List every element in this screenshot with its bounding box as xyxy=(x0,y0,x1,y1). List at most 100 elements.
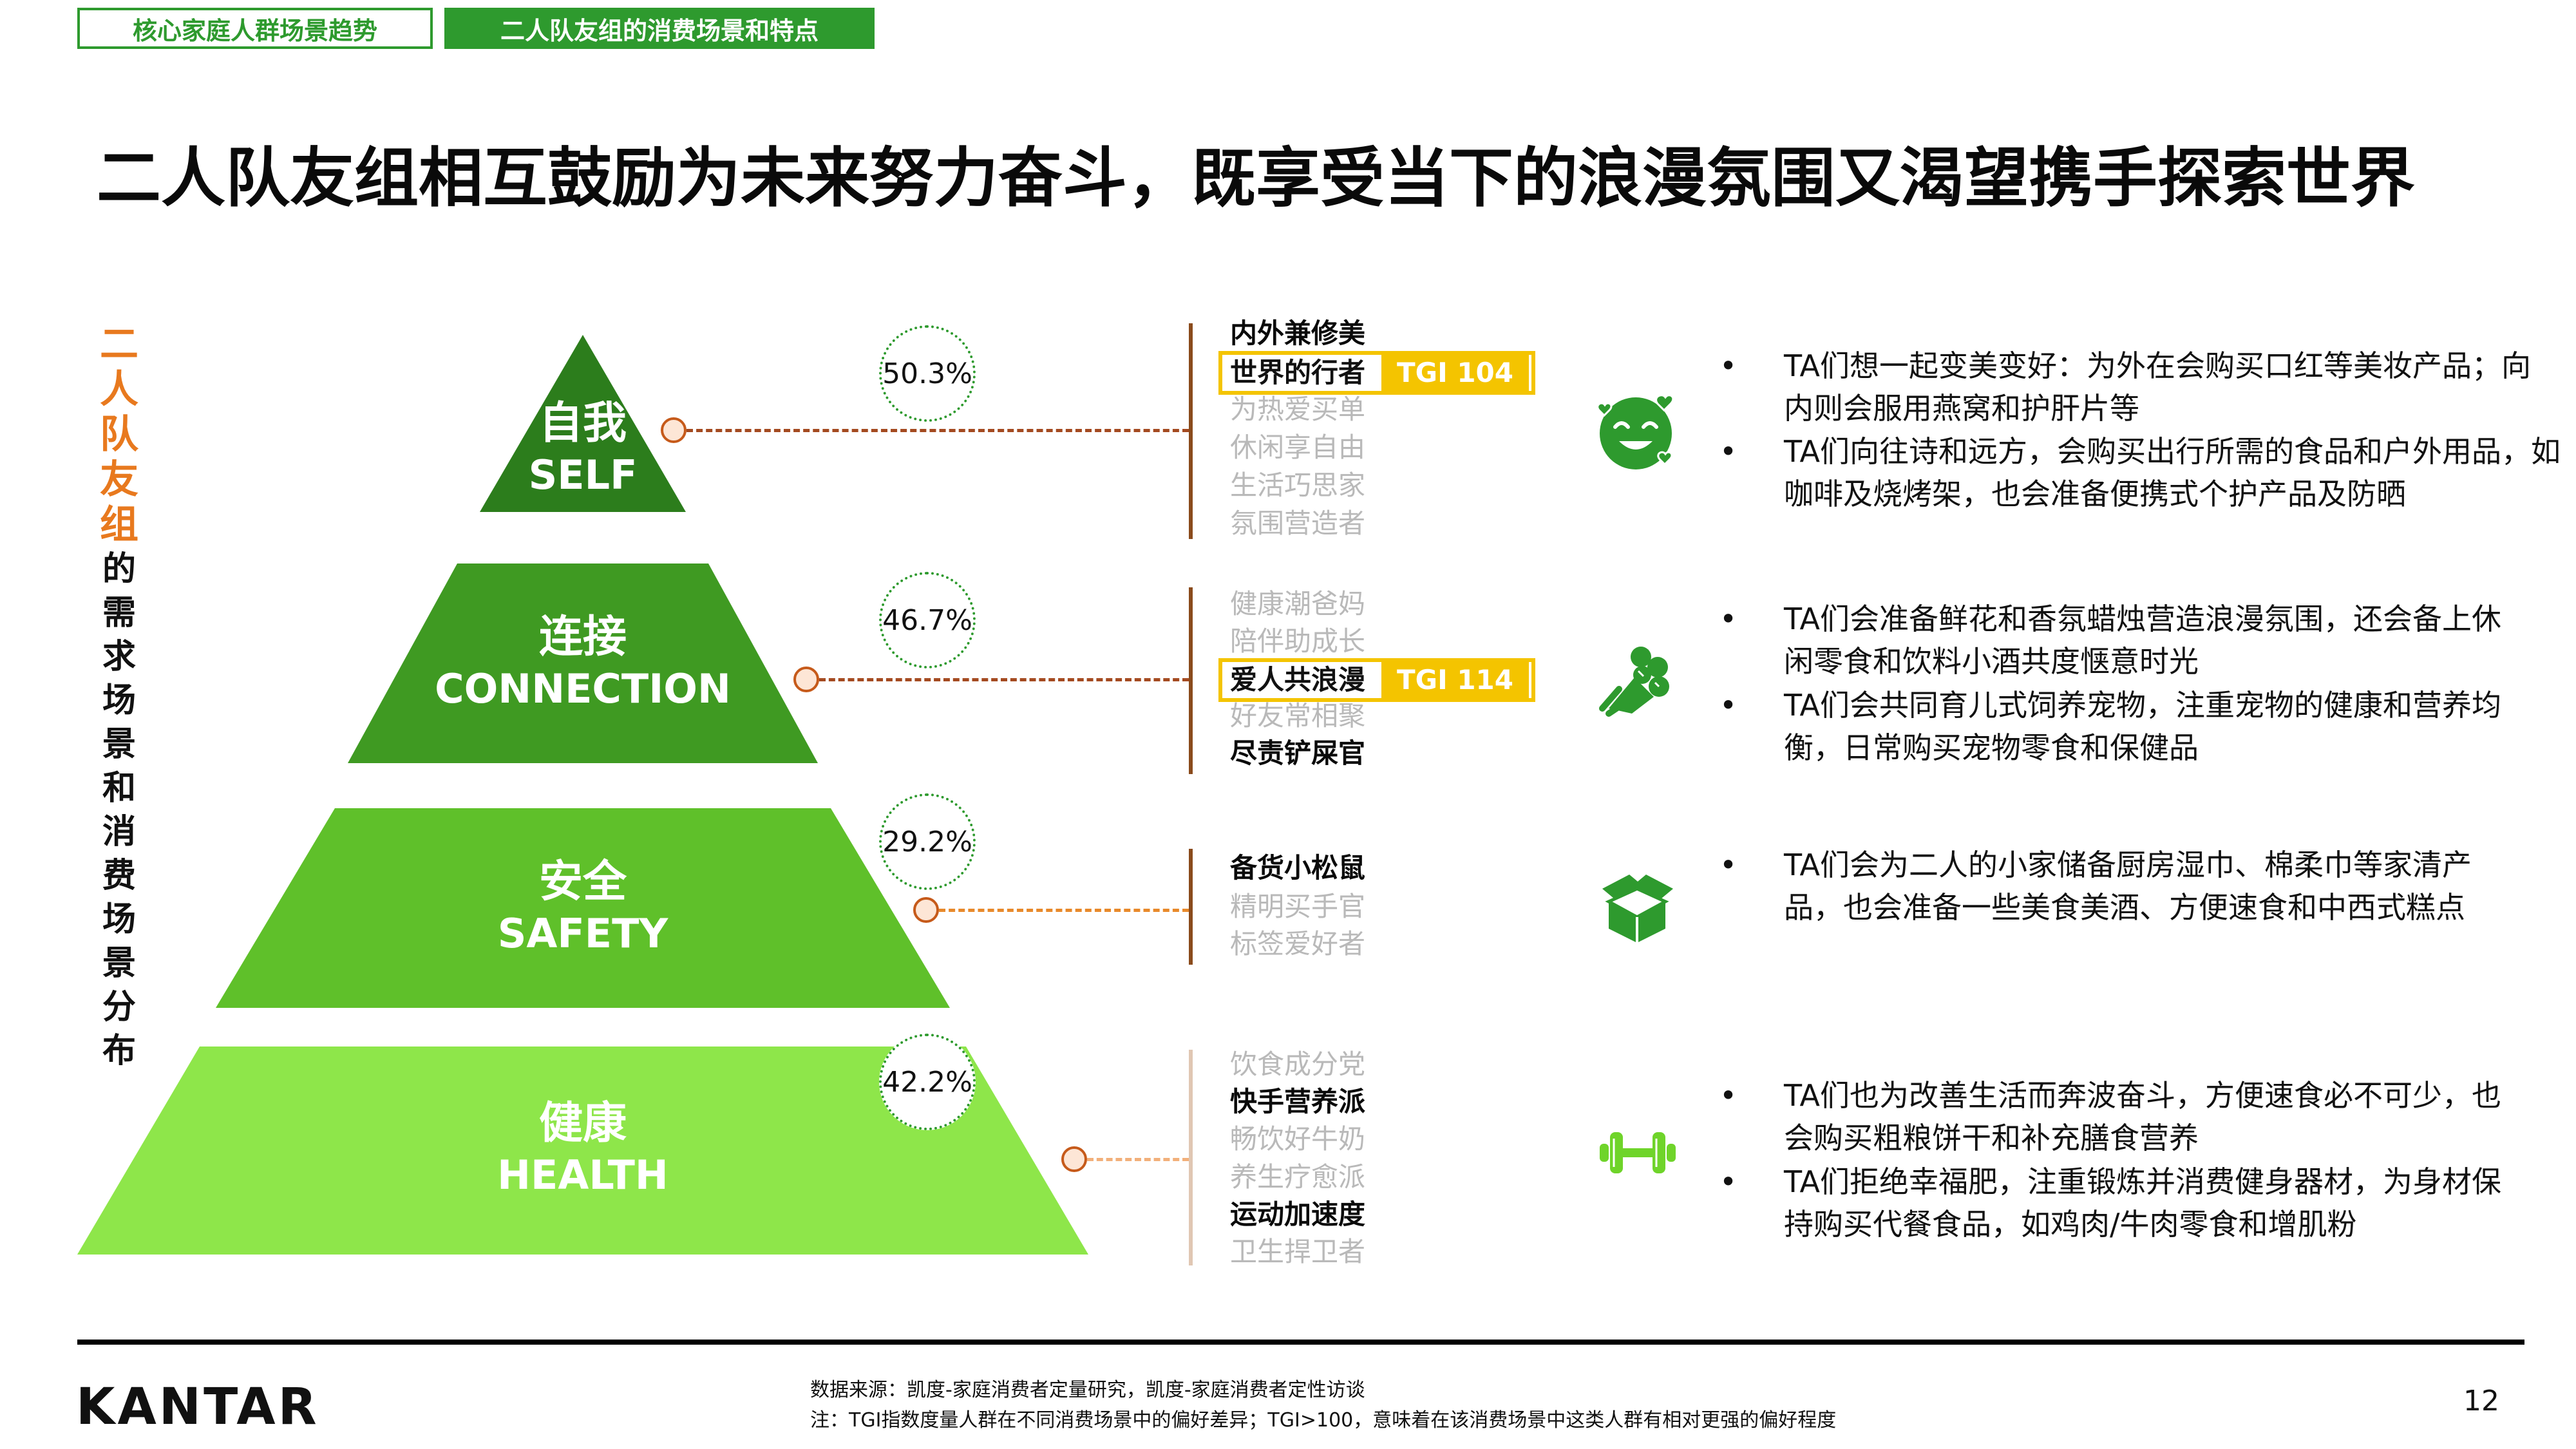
vertical-side-label: 二 人 队 友 组 的 需 求 场 景 和 消 费 场 景 分 布 xyxy=(97,322,142,1073)
scene-bracket xyxy=(1189,323,1193,539)
flower-bouquet-icon xyxy=(1599,647,1669,717)
scene-item: 精明买手官 xyxy=(1230,891,1366,922)
bullet-dot: • xyxy=(1719,434,1738,469)
bullet-text: TA们想一起变美变好：为外在会购买口红等美妆产品；向内则会服用燕窝和护肝片等 xyxy=(1784,348,2531,426)
logo-text: KANTAR xyxy=(76,1378,319,1436)
vertical-label-char: 场 xyxy=(102,681,136,720)
bullet-item: • TA们会为二人的小家储备厨房湿巾、棉柔巾等家清产品，也会准备一些美食美酒、方… xyxy=(1719,844,2512,929)
bullet-item: • TA们会准备鲜花和香氛蜡烛营造浪漫氛围，还会备上休闲零食和饮料小酒共度惬意时… xyxy=(1719,598,2512,683)
tier-label-health: 健康 HEALTH xyxy=(390,1098,776,1201)
percent-badge-self: 50.3% xyxy=(879,325,976,422)
vertical-label-char: 的 xyxy=(102,550,136,589)
tier-name-en: SELF xyxy=(528,451,638,498)
bullet-text: TA们会为二人的小家储备厨房湿巾、棉柔巾等家清产品，也会准备一些美食美酒、方便速… xyxy=(1784,848,2472,925)
vertical-label-char: 分 xyxy=(102,988,136,1027)
scene-item: 为热爱买单 xyxy=(1230,393,1366,425)
vertical-label-char: 消 xyxy=(102,813,136,851)
bullet-dot: • xyxy=(1719,1164,1738,1199)
connector-dot xyxy=(793,667,819,692)
scene-item: 陪伴助成长 xyxy=(1230,625,1366,657)
pyramid-tier-safety xyxy=(216,808,950,1008)
scene-item: 饮食成分党 xyxy=(1230,1048,1366,1080)
pyramid-tier-health xyxy=(77,1046,1088,1255)
breadcrumb-tab-duo-scenes[interactable]: 二人队友组的消费场景和特点 xyxy=(444,8,875,49)
vertical-label-char: 友 xyxy=(100,457,138,502)
vertical-label-char: 费 xyxy=(102,857,136,895)
bullet-dot: • xyxy=(1719,348,1738,383)
vertical-label-char: 需 xyxy=(102,594,136,632)
tier-name-cn: 安全 xyxy=(538,857,627,907)
scene-item: 内外兼修美 xyxy=(1230,317,1366,349)
bullet-item: • TA们向往诗和远方，会购买出行所需的食品和户外用品，如咖啡及烧烤架，也会准备… xyxy=(1719,430,2563,515)
bullet-dot: • xyxy=(1719,848,1738,882)
connector-dot xyxy=(913,897,939,923)
vertical-label-char: 景 xyxy=(102,944,136,983)
scene-item: 健康潮爸妈 xyxy=(1230,588,1366,620)
connector-dot xyxy=(661,417,687,443)
connector-line xyxy=(687,429,1189,432)
tier-name-cn: 健康 xyxy=(538,1098,627,1149)
scene-item-highlighted: 爱人共浪漫 TGI 114 xyxy=(1218,658,1535,702)
bullet-text: TA们拒绝幸福肥，注重锻炼并消费健身器材，为身材保持购买代餐食品，如鸡肉/牛肉零… xyxy=(1784,1164,2501,1242)
scene-item: 好友常相聚 xyxy=(1230,700,1366,732)
vertical-label-char: 队 xyxy=(100,412,138,457)
bullet-text: TA们也为改善生活而奔波奋斗，方便速食必不可少，也会购买粗粮饼干和补充膳食营养 xyxy=(1784,1078,2501,1155)
page-title: 二人队友组相互鼓励为未来努力奋斗，既享受当下的浪漫氛围又渴望携手探索世界 xyxy=(97,140,2415,216)
smiling-face-hearts-icon xyxy=(1596,394,1674,469)
vertical-label-char: 布 xyxy=(102,1032,136,1070)
breadcrumb-tab-core-family[interactable]: 核心家庭人群场景趋势 xyxy=(77,8,433,49)
footnote-tgi-note: 注：TGI指数度量人群在不同消费场景中的偏好差异；TGI>100，意味着在该消费… xyxy=(810,1409,1837,1432)
scene-item: 尽责铲屎官 xyxy=(1230,737,1366,769)
vertical-label-char: 场 xyxy=(102,900,136,939)
tier-name-en: HEALTH xyxy=(497,1151,668,1198)
connector-dot xyxy=(1061,1146,1087,1172)
bullet-text: TA们向往诗和远方，会购买出行所需的食品和户外用品，如咖啡及烧烤架，也会准备便携… xyxy=(1784,434,2561,511)
bullet-dot: • xyxy=(1719,688,1738,723)
scene-item: 氛围营造者 xyxy=(1230,507,1366,539)
pyramid-tier-self xyxy=(480,335,686,512)
tier-label-connection: 连接 CONNECTION xyxy=(390,612,776,715)
bullet-dot: • xyxy=(1719,1078,1738,1113)
tier-name-cn: 自我 xyxy=(538,398,627,449)
scene-item: 快手营养派 xyxy=(1230,1086,1366,1117)
bullet-item: • TA们会共同育儿式饲养宠物，注重宠物的健康和营养均衡，日常购买宠物零食和保健… xyxy=(1719,684,2512,769)
percent-badge-safety: 29.2% xyxy=(879,793,976,890)
tier-name-en: CONNECTION xyxy=(435,665,731,712)
scene-item-highlighted: 世界的行者 TGI 104 xyxy=(1218,351,1535,395)
bullet-text: TA们会共同育儿式饲养宠物，注重宠物的健康和营养均衡，日常购买宠物零食和保健品 xyxy=(1784,688,2501,765)
pyramid-tier-connection xyxy=(348,564,818,763)
bullet-item: • TA们拒绝幸福肥，注重锻炼并消费健身器材，为身材保持购买代餐食品，如鸡肉/牛… xyxy=(1719,1160,2512,1245)
footer-divider xyxy=(77,1340,2524,1345)
tgi-badge: TGI 114 xyxy=(1381,662,1529,698)
open-box-icon xyxy=(1602,875,1673,943)
tier-name-en: SAFETY xyxy=(497,910,668,957)
vertical-label-char: 求 xyxy=(102,638,136,676)
scene-item: 休闲享自由 xyxy=(1230,431,1366,463)
vertical-label-char: 二 xyxy=(100,322,138,367)
vertical-label-char: 和 xyxy=(102,769,136,808)
vertical-label-char: 景 xyxy=(102,725,136,764)
connector-line xyxy=(1087,1158,1189,1161)
scene-item: 养生疗愈派 xyxy=(1230,1161,1366,1193)
vertical-label-char: 组 xyxy=(100,502,138,547)
scene-item: 畅饮好牛奶 xyxy=(1230,1123,1366,1155)
scene-item: 卫生捍卫者 xyxy=(1230,1236,1366,1267)
tier-name-cn: 连接 xyxy=(538,612,627,663)
percent-badge-connection: 46.7% xyxy=(879,572,976,668)
scene-item: 备货小松鼠 xyxy=(1230,852,1366,884)
vertical-label-char: 人 xyxy=(100,367,138,412)
scene-item-label: 世界的行者 xyxy=(1230,357,1366,388)
bullet-item: • TA们想一起变美变好：为外在会购买口红等美妆产品；向内则会服用燕窝和护肝片等 xyxy=(1719,345,2557,430)
scene-bracket xyxy=(1189,587,1193,774)
connector-line xyxy=(939,909,1189,912)
tgi-badge: TGI 104 xyxy=(1381,355,1529,391)
scene-item: 标签爱好者 xyxy=(1230,928,1366,960)
bullet-item: • TA们也为改善生活而奔波奋斗，方便速食必不可少，也会购买粗粮饼干和补充膳食营… xyxy=(1719,1074,2512,1159)
kantar-logo: KANTAR xyxy=(76,1378,319,1436)
scene-item: 生活巧思家 xyxy=(1230,469,1366,501)
percent-badge-health: 42.2% xyxy=(879,1034,976,1130)
tier-label-safety: 安全 SAFETY xyxy=(390,857,776,960)
connector-line xyxy=(819,678,1189,681)
bullet-text: TA们会准备鲜花和香氛蜡烛营造浪漫氛围，还会备上休闲零食和饮料小酒共度惬意时光 xyxy=(1784,601,2501,679)
